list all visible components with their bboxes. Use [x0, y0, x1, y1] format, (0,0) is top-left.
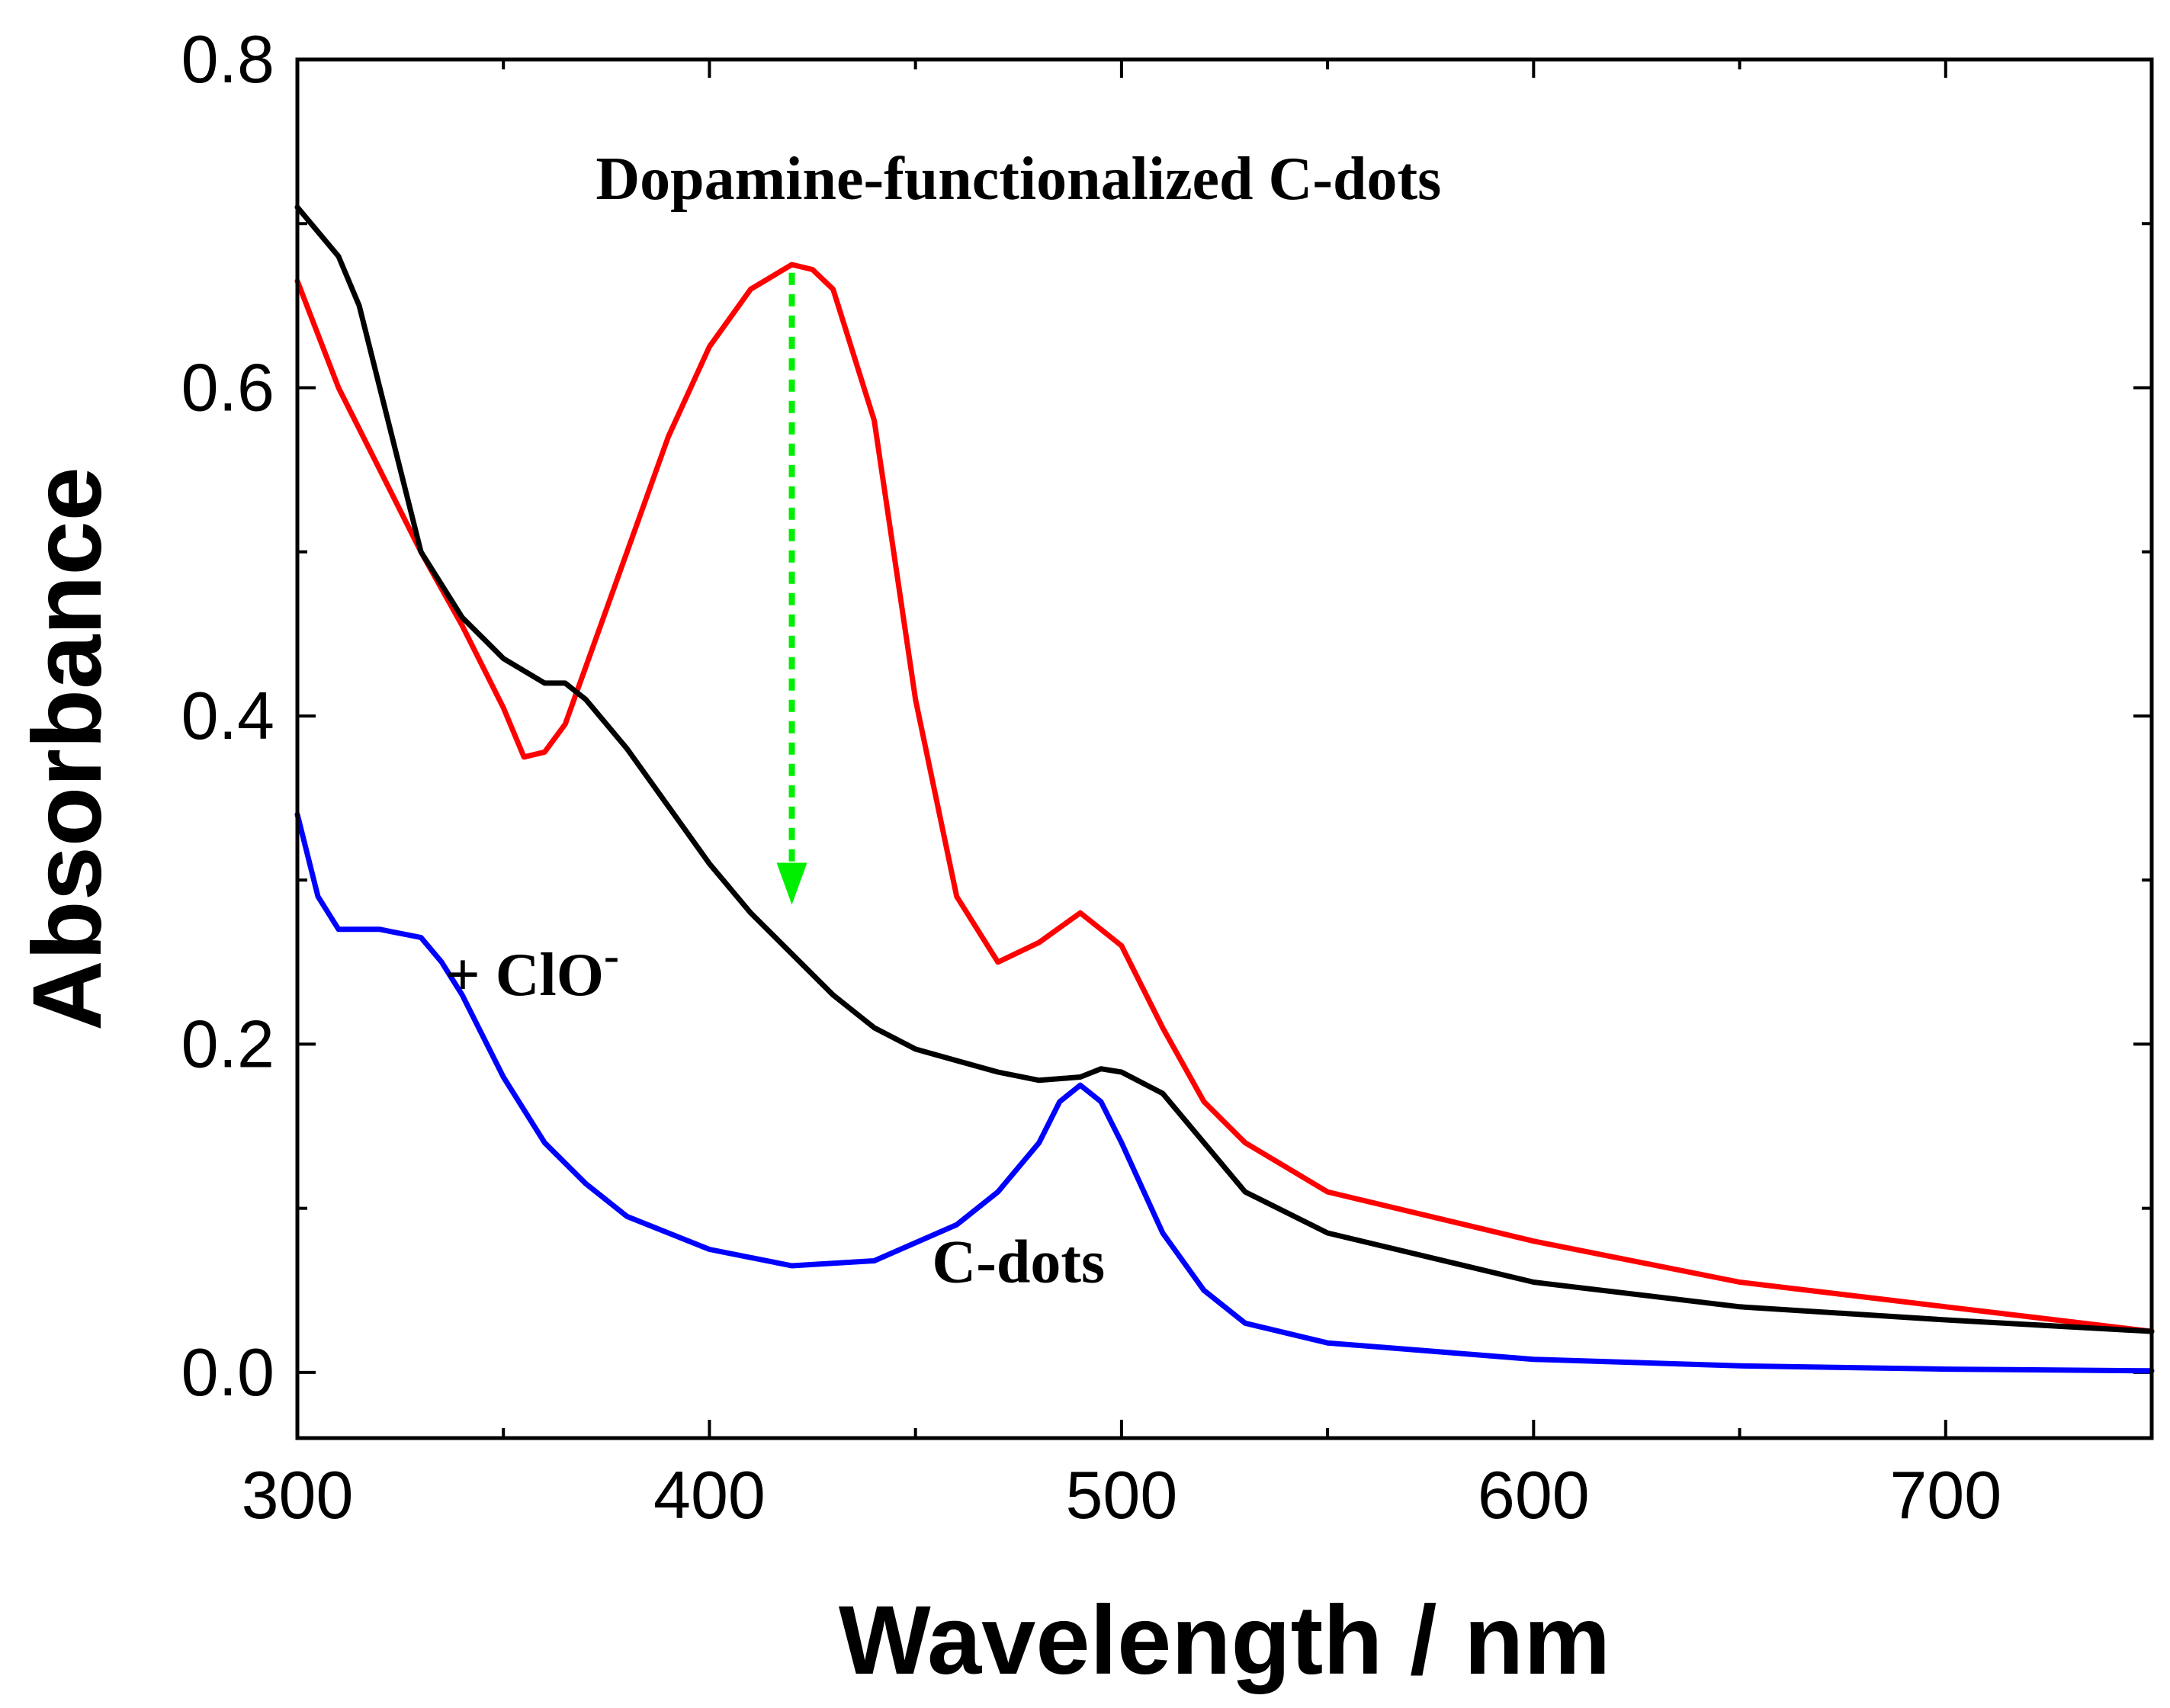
- series-line-dopamine-functionalized-c-dots: [294, 262, 2155, 1334]
- y-tick-label: 0.6: [181, 349, 274, 425]
- y-tick-label: 0.0: [181, 1334, 274, 1410]
- superscript-minus: -: [604, 930, 619, 981]
- arrow-head: [776, 862, 807, 905]
- curve-label: C-dots: [932, 1229, 1105, 1296]
- x-tick-label: 700: [1889, 1457, 2001, 1533]
- x-tick-label: 500: [1065, 1457, 1177, 1533]
- series-line-c-dots: [294, 811, 2155, 1374]
- change-arrow: [776, 272, 807, 905]
- y-tick-label: 0.2: [181, 1006, 274, 1081]
- tick-labels: 300 400 500 600 700 0.0 0.2 0.4 0.6 0.8: [181, 21, 2002, 1533]
- y-tick-label: 0.8: [181, 21, 274, 97]
- x-axis-title: Wavelength / nm: [839, 1586, 1610, 1695]
- series-line-clo: [294, 204, 2155, 1334]
- x-tick-label: 300: [242, 1457, 354, 1533]
- curve-label: + ClO-: [445, 930, 619, 1009]
- axis-ticks: [296, 58, 2153, 1438]
- x-tick-label: 600: [1478, 1457, 1590, 1533]
- x-tick-label: 400: [653, 1457, 766, 1533]
- curve-annotations: Dopamine-functionalized C-dots + ClO- C-do…: [445, 146, 1441, 1296]
- curve-label: Dopamine-functionalized C-dots: [595, 146, 1441, 213]
- y-tick-label: 0.4: [181, 678, 274, 753]
- plot-frame: [295, 57, 2154, 1440]
- y-axis-title: Absorbance: [13, 467, 122, 1031]
- series-lines: [294, 204, 2155, 1374]
